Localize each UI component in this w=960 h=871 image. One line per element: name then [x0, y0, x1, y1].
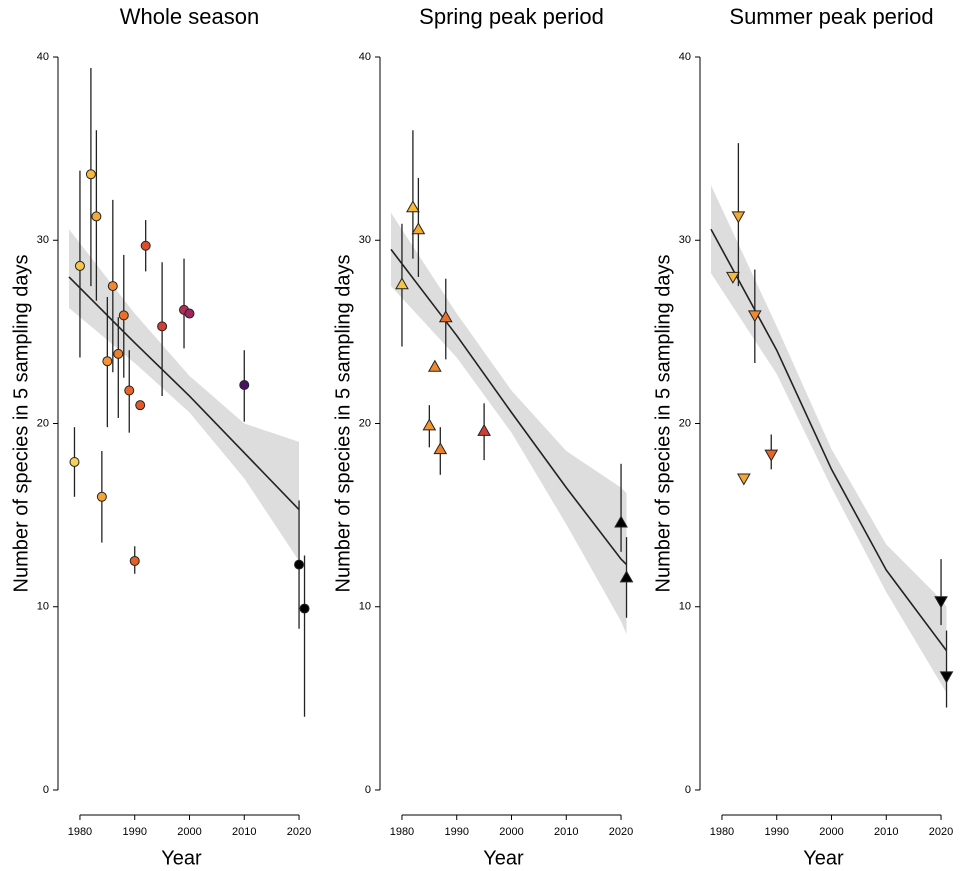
data-point	[299, 603, 310, 614]
y-tick-label: 40	[679, 51, 691, 63]
x-tick-label: 1990	[122, 826, 146, 838]
data-point	[184, 308, 195, 319]
data-point	[737, 473, 751, 486]
data-point	[477, 423, 491, 436]
data-point	[124, 385, 135, 396]
x-axis-label: Year	[161, 847, 202, 869]
data-point	[140, 240, 151, 251]
y-tick-label: 10	[679, 601, 691, 613]
x-tick-label: 2000	[819, 826, 843, 838]
x-axis-label: Year	[803, 847, 844, 869]
x-tick-label: 1990	[764, 826, 788, 838]
panel-title: Spring peak period	[419, 4, 604, 29]
data-point	[411, 222, 426, 235]
data-point	[438, 310, 453, 323]
fit-line	[710, 228, 948, 652]
data-point	[69, 456, 80, 467]
uncertainty-band	[391, 212, 627, 635]
y-tick-label: 20	[359, 417, 371, 429]
panel: Whole season Number of species in 5 sampl…	[10, 4, 311, 869]
data-point	[406, 200, 420, 213]
panel-title: Summer peak period	[729, 4, 933, 29]
x-tick-label: 2020	[609, 826, 633, 838]
x-tick-label: 2010	[232, 826, 256, 838]
data-point	[129, 555, 140, 566]
data-point	[102, 356, 113, 367]
y-tick-label: 0	[685, 784, 691, 796]
data-point	[747, 310, 762, 323]
data-point	[239, 380, 250, 391]
y-axis-label: Number of species in 5 sampling days	[332, 255, 354, 593]
panel: Summer peak period Number of species in 5…	[652, 4, 954, 869]
y-tick-label: 30	[359, 234, 371, 246]
x-tick-label: 2020	[287, 826, 311, 838]
x-tick-label: 2000	[499, 826, 523, 838]
data-point	[85, 169, 96, 180]
y-tick-label: 20	[679, 417, 691, 429]
y-axis-label: Number of species in 5 sampling days	[10, 255, 32, 593]
data-point	[135, 400, 146, 411]
data-point	[74, 260, 85, 271]
panel-title: Whole season	[120, 4, 259, 29]
y-tick-label: 0	[365, 784, 371, 796]
x-tick-label: 2010	[874, 826, 898, 838]
y-tick-label: 40	[37, 51, 49, 63]
data-point	[731, 211, 746, 224]
x-tick-label: 2010	[554, 826, 578, 838]
panel: Spring peak period Number of species in 5…	[332, 4, 634, 869]
x-tick-label: 1980	[68, 826, 92, 838]
data-point	[433, 442, 448, 455]
data-point	[157, 321, 168, 332]
x-tick-label: 1990	[444, 826, 468, 838]
data-point	[91, 211, 102, 222]
data-point	[113, 348, 124, 359]
y-tick-label: 30	[679, 234, 691, 246]
data-point	[118, 310, 129, 321]
data-point	[395, 277, 409, 290]
uncertainty-band	[711, 185, 947, 693]
y-tick-label: 20	[37, 417, 49, 429]
y-tick-label: 40	[359, 51, 371, 63]
x-tick-label: 2020	[929, 826, 953, 838]
y-tick-label: 10	[37, 601, 49, 613]
data-point	[764, 449, 779, 462]
data-point	[934, 596, 948, 609]
x-axis-label: Year	[483, 847, 524, 869]
y-tick-label: 30	[37, 234, 49, 246]
x-tick-label: 1980	[710, 826, 734, 838]
data-point	[614, 515, 628, 528]
y-axis-label: Number of species in 5 sampling days	[652, 255, 674, 593]
y-tick-label: 0	[43, 784, 49, 796]
data-point	[422, 418, 437, 431]
data-point	[726, 271, 740, 284]
data-point	[939, 671, 954, 684]
y-tick-label: 10	[359, 601, 371, 613]
x-tick-label: 2000	[177, 826, 201, 838]
data-point	[619, 570, 634, 583]
x-tick-label: 1980	[390, 826, 414, 838]
data-point	[427, 359, 442, 372]
data-point	[107, 281, 118, 292]
data-point	[294, 559, 305, 570]
data-point	[96, 491, 107, 502]
